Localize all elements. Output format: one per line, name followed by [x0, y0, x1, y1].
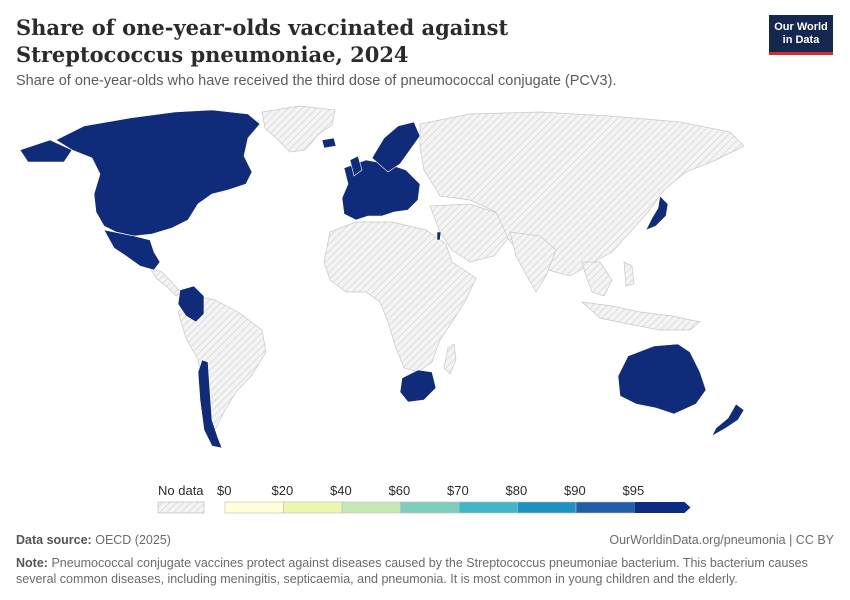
note-text: Pneumococcal conjugate vaccines protect …	[16, 556, 808, 586]
legend-bin-label: $40	[330, 483, 352, 498]
region-iceland[interactable]	[321, 137, 337, 149]
region-middle-east[interactable]	[429, 203, 511, 263]
chart-note: Note: Pneumococcal conjugate vaccines pr…	[16, 555, 816, 587]
legend-nodata-swatch	[157, 501, 205, 514]
region-philippines[interactable]	[623, 261, 635, 287]
legend-bin-label: $0	[217, 483, 231, 498]
region-central-america[interactable]	[149, 267, 181, 297]
map-legend: No data $0 $20 $40 $60 $70 $80 $90 $95	[157, 483, 691, 514]
region-greenland[interactable]	[261, 105, 336, 153]
legend-bin-swatch[interactable]	[283, 501, 343, 514]
legend-bin-swatch[interactable]	[341, 501, 401, 514]
region-india[interactable]	[509, 231, 557, 293]
region-israel[interactable]	[436, 231, 442, 241]
region-south-africa[interactable]	[399, 369, 437, 403]
legend-bin-label: $20	[272, 483, 294, 498]
region-new-zealand[interactable]	[711, 403, 745, 437]
legend-bin-label: $80	[506, 483, 528, 498]
source-url[interactable]: OurWorldinData.org/pneumonia | CC BY	[609, 533, 834, 547]
world-map[interactable]: No data $0 $20 $40 $60 $70 $80 $90 $95	[0, 96, 850, 526]
legend-bin-swatch[interactable]	[517, 501, 577, 514]
region-mexico[interactable]	[103, 229, 161, 271]
region-scandinavia[interactable]	[371, 121, 421, 173]
source-label: Data source:	[16, 533, 92, 547]
source-value[interactable]: OECD (2025)	[95, 533, 171, 547]
legend-bin-label: $95	[623, 483, 645, 498]
legend-bin-swatch[interactable]	[575, 501, 635, 514]
legend-nodata-label: No data	[158, 483, 204, 498]
region-australia[interactable]	[617, 343, 707, 415]
logo-line-2: in Data	[782, 33, 820, 46]
region-southeast-asia[interactable]	[581, 261, 613, 297]
logo-line-1: Our World	[774, 20, 828, 33]
legend-bin-label: $60	[389, 483, 411, 498]
region-africa[interactable]	[323, 221, 477, 373]
chart-title: Share of one-year-olds vaccinated agains…	[16, 15, 509, 67]
region-russia-asia[interactable]	[419, 111, 745, 277]
region-indonesia[interactable]	[580, 301, 701, 331]
region-alaska[interactable]	[19, 139, 73, 163]
legend-bin-swatch[interactable]	[224, 501, 284, 514]
chart-subtitle: Share of one-year-olds who have received…	[16, 73, 617, 89]
legend-bin-swatch[interactable]	[458, 501, 518, 514]
region-colombia[interactable]	[177, 285, 205, 323]
region-uk[interactable]	[349, 155, 363, 177]
note-label: Note:	[16, 556, 48, 570]
owid-logo[interactable]: Our World in Data	[769, 15, 833, 55]
legend-bin-swatch-last[interactable]	[634, 502, 691, 513]
region-chile[interactable]	[197, 359, 223, 449]
legend-bin-swatch[interactable]	[400, 501, 460, 514]
region-japan[interactable]	[645, 195, 669, 231]
region-north-america[interactable]	[55, 109, 261, 237]
legend-bin-label: $70	[447, 483, 469, 498]
region-madagascar[interactable]	[443, 343, 457, 375]
legend-bin-label: $90	[564, 483, 586, 498]
data-source: Data source: OECD (2025)	[16, 533, 171, 547]
